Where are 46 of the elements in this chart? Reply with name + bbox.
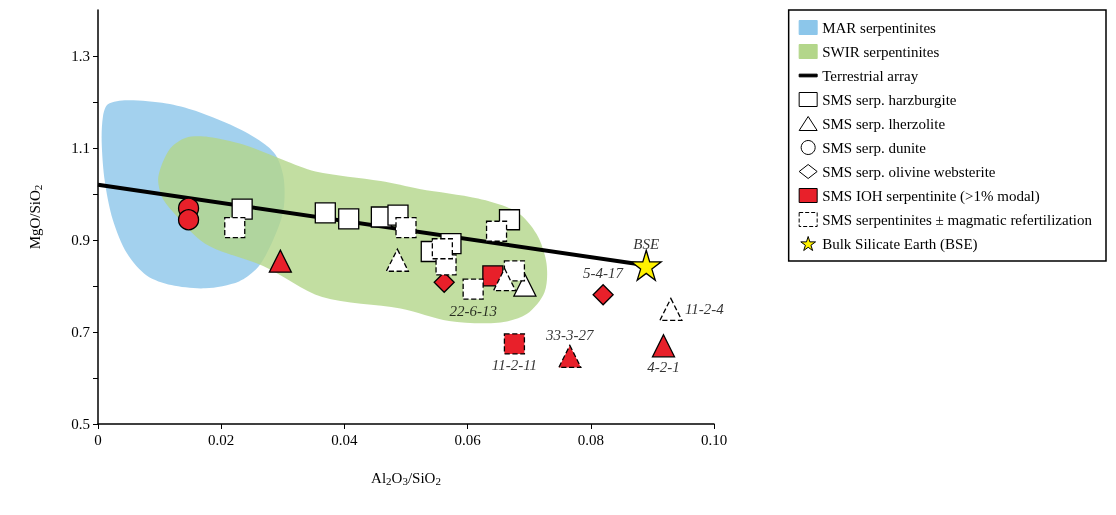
- x-tick-label: 0.10: [700, 431, 728, 448]
- annotation: 4-2-1: [647, 359, 680, 376]
- point: [224, 216, 246, 239]
- x-tick-label: 0: [94, 431, 102, 448]
- annotation: 5-4-17: [583, 265, 625, 282]
- legend-label: SMS serpentinites ± magmatic refertilization: [822, 211, 1093, 228]
- point: [385, 248, 410, 272]
- x-tick-label: 0.06: [454, 431, 482, 448]
- point: [462, 278, 484, 300]
- legend-label: Terrestrial array: [822, 67, 919, 84]
- point: [492, 267, 517, 292]
- point: [592, 284, 614, 306]
- annotation: 33-3-27: [545, 326, 596, 343]
- x-tick-label: 0.04: [331, 431, 359, 448]
- annotation: 22-6-13: [449, 302, 497, 319]
- y-tick-label: 1.1: [71, 140, 90, 156]
- x-tick-label: 0.08: [577, 431, 604, 448]
- legend-label: SMS serp. lherzolite: [822, 115, 946, 132]
- y-tick-label: 1.3: [71, 48, 90, 64]
- point: [558, 344, 582, 369]
- x-tick-label: 0.02: [208, 431, 235, 448]
- point: [395, 216, 417, 239]
- legend-label: SMS serp. harzburgite: [822, 91, 957, 108]
- point: [177, 209, 200, 231]
- legend-label: SWIR serpentinites: [822, 43, 940, 60]
- point: [268, 249, 292, 273]
- annotation: BSE: [633, 235, 660, 252]
- y-axis-title: MgO/SiO2: [26, 184, 44, 250]
- annotation: 11-2-4: [684, 301, 725, 318]
- legend-label: Bulk Silicate Earth (BSE): [822, 235, 978, 253]
- annotation: 11-2-11: [491, 357, 538, 374]
- point: [651, 334, 676, 358]
- point: [503, 333, 526, 355]
- point: [630, 249, 662, 281]
- y-tick-label: 0.5: [71, 416, 90, 432]
- point: [314, 202, 336, 224]
- legend-label: SMS IOH serpentinite (>1% modal): [822, 187, 1040, 205]
- point: [231, 198, 253, 220]
- y-tick-label: 0.7: [71, 324, 91, 340]
- point: [513, 273, 537, 297]
- point: [485, 220, 508, 242]
- legend-label: MAR serpentinites: [822, 19, 937, 36]
- legend-label: SMS serp. dunite: [822, 139, 927, 156]
- y-tick-label: 0.9: [71, 232, 90, 248]
- legend-label: SMS serp. olivine websterite: [822, 163, 996, 180]
- point: [338, 208, 360, 230]
